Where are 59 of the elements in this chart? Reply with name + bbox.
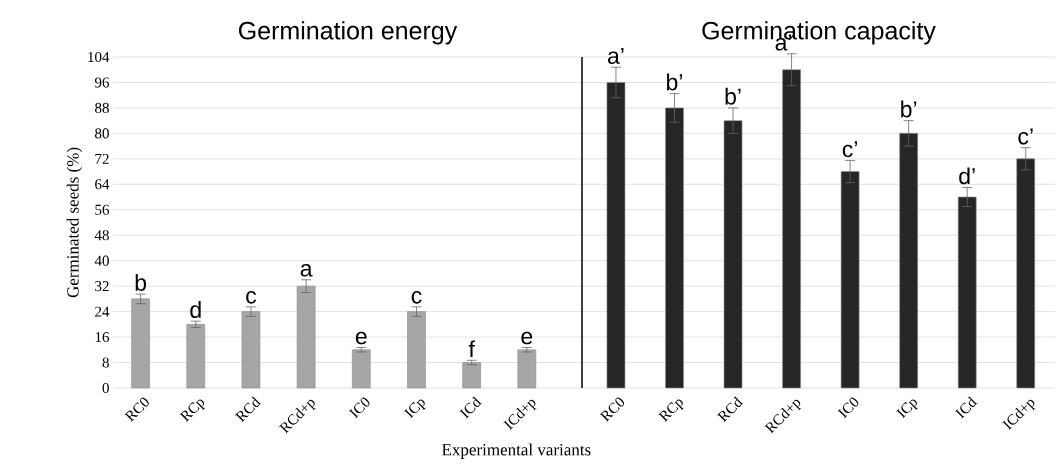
bar	[782, 69, 801, 389]
annotation: b’	[725, 87, 741, 105]
x-tick-label: ICd	[954, 396, 978, 419]
bar	[665, 107, 684, 389]
y-tick-label: 88	[95, 102, 109, 113]
y-tick-label: 96	[94, 77, 110, 88]
y-tick-label: 48	[94, 230, 109, 241]
annotation: c’	[1018, 128, 1033, 145]
y-tick-label: 104	[88, 51, 110, 63]
y-tick-label: 16	[95, 332, 110, 343]
annotation: b’	[901, 100, 917, 118]
annotation: c	[246, 291, 257, 304]
annotation: a’	[607, 47, 624, 64]
annotation: c	[411, 291, 422, 304]
bar	[1016, 158, 1036, 389]
bar	[899, 133, 918, 389]
annotation: d	[190, 301, 201, 318]
annotation: b	[135, 274, 147, 291]
bar	[517, 349, 537, 389]
x-tick-label: RCp	[658, 399, 684, 422]
x-tick-label: ICp	[896, 399, 918, 419]
x-tick-label: ICd	[459, 396, 482, 419]
annotation: e	[521, 331, 533, 345]
y-tick-label: 0	[102, 382, 109, 394]
chart-title: Germination energy	[238, 21, 458, 45]
bar	[407, 311, 426, 389]
y-axis-title: Germinated seeds (%)	[66, 147, 83, 298]
x-tick-label: RC0	[124, 397, 149, 422]
y-tick-label: 64	[95, 179, 110, 190]
y-tick-label: 72	[95, 153, 109, 164]
annotation: f	[468, 340, 475, 358]
annotation: e	[355, 331, 367, 345]
y-tick-label: 80	[95, 128, 109, 139]
annotation: d’	[959, 167, 975, 185]
bar	[606, 82, 626, 389]
y-tick-label: 8	[102, 357, 109, 368]
x-tick-label: IC0	[348, 397, 370, 419]
annotation: a	[300, 263, 313, 277]
bar	[296, 285, 316, 389]
bar	[840, 171, 860, 389]
bar	[352, 349, 371, 389]
bar	[186, 324, 206, 389]
bar	[462, 362, 481, 389]
x-tick-label: RC0	[599, 397, 625, 422]
bar	[723, 120, 743, 389]
y-tick-label: 24	[95, 306, 110, 317]
bar	[131, 298, 150, 389]
x-tick-label: IC0	[837, 397, 859, 419]
bar	[241, 311, 261, 389]
y-tick-label: 56	[95, 204, 110, 215]
y-tick-label: 32	[95, 281, 109, 292]
y-tick-label: 40	[94, 255, 109, 266]
annotation: c’	[842, 141, 857, 158]
bar	[957, 196, 977, 389]
x-tick-label: ICp	[403, 399, 426, 419]
x-axis-title: Experimental variants	[442, 443, 591, 459]
x-tick-label: RCp	[179, 399, 206, 422]
x-tick-label: RCd	[235, 396, 262, 423]
annotation: b’	[667, 73, 683, 91]
